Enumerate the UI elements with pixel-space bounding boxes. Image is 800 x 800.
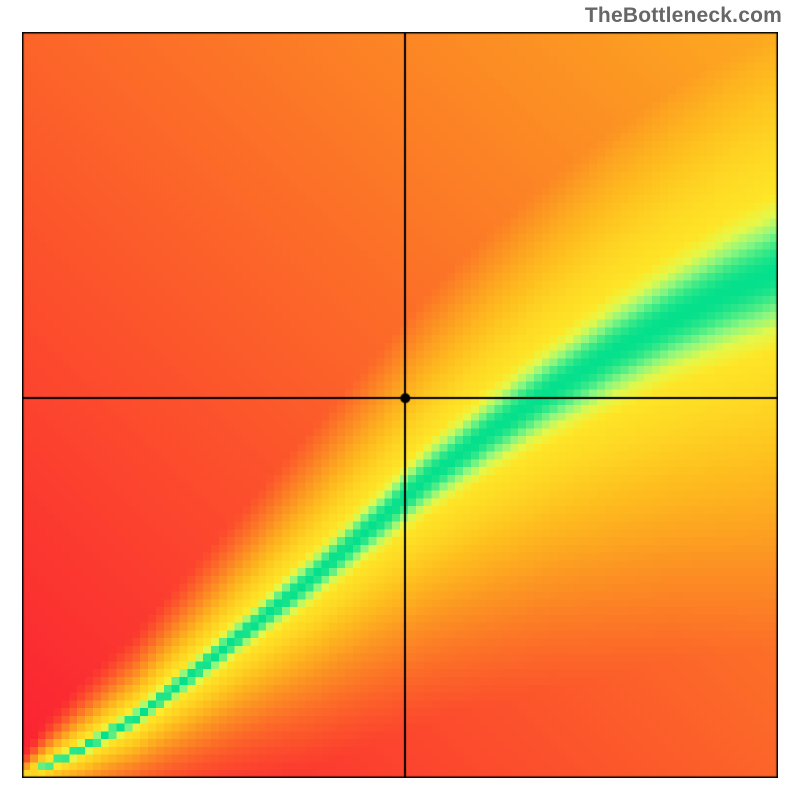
- attribution-text: TheBottleneck.com: [585, 4, 782, 28]
- chart-container: { "attribution": { "text": "TheBottlenec…: [0, 0, 800, 800]
- plot-frame: [22, 32, 778, 778]
- heatmap-canvas: [22, 32, 778, 778]
